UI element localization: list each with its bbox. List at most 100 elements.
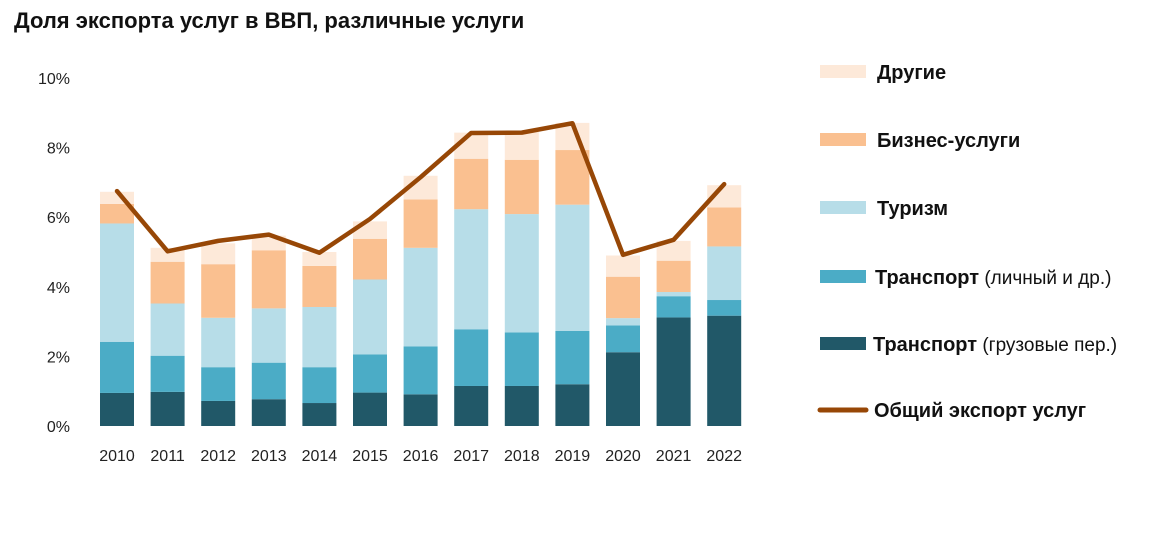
bar-segment-1-2017 [454,329,489,386]
legend-label: Транспорт (личный и др.) [875,267,1111,289]
y-tick-label: 4% [47,280,70,297]
bar-segment-0-2016 [403,394,438,426]
y-tick-label: 10% [38,71,70,88]
bar-segment-3-2015 [353,238,387,280]
bar-segment-1-2013 [251,362,286,400]
bar-segment-4-2012 [201,243,236,265]
bar-segment-2-2017 [454,209,489,330]
bar-segment-2-2022 [707,246,742,301]
legend-label-name: Транспорт [873,334,977,356]
bar-segment-1-2022 [707,300,742,316]
legend-swatch [820,133,866,146]
legend-label: Другие [877,62,946,84]
bar-segment-1-2019 [555,330,590,385]
legend-swatch [820,270,866,283]
bar-segment-0-2015 [353,392,387,426]
bar-segment-3-2012 [201,264,236,318]
bar-segment-1-2020 [606,325,640,353]
x-tick-label: 2019 [555,448,591,465]
x-tick-label: 2017 [453,448,489,465]
bar-segment-2-2018 [504,214,539,333]
total-line-layer [114,120,727,258]
y-tick-label: 8% [47,141,70,158]
bar-segment-3-2011 [150,261,185,304]
bar-segment-4-2020 [606,255,640,277]
bar-segment-3-2020 [606,276,640,319]
x-tick-label: 2012 [200,448,236,465]
bar-segment-2-2012 [201,317,236,368]
bar-segment-4-2021 [656,240,691,261]
bar-segment-2-2014 [302,306,337,368]
bar-segment-1-2011 [150,355,185,392]
bar-segment-0-2012 [201,400,236,426]
x-tick-label: 2013 [251,448,287,465]
bar-segment-0-2014 [302,403,337,426]
bar-segment-3-2022 [707,207,742,247]
bar-segment-2-2016 [403,247,438,347]
bar-segment-0-2010 [100,392,134,426]
x-axis: 2010 2011 2012 2013 2014 2015 2016 2017 2018 2019… [99,448,742,465]
bar-segment-2-2020 [606,318,640,326]
legend-label: Транспорт (грузовые пер.) [873,334,1117,356]
bar-segment-3-2010 [100,203,134,224]
bar-segment-0-2022 [707,315,742,426]
bar-segment-3-2017 [454,158,489,210]
legend-label-name: Другие [877,62,946,84]
legend-label: Туризм [877,198,948,220]
bar-segment-3-2018 [504,159,539,215]
legend-label-total: Общий экспорт услуг [874,400,1086,422]
bar-segment-2-2015 [353,279,387,355]
chart-title: Доля экспорта услуг в ВВП, различные усл… [14,8,525,33]
bar-segment-4-2014 [302,252,337,266]
y-tick-label: 2% [47,349,70,366]
bar-segment-3-2021 [656,260,691,293]
bar-segment-2-2010 [100,223,134,342]
legend-swatch [820,201,866,214]
bar-segment-2-2013 [251,308,286,363]
bars [100,122,742,426]
bar-segment-0-2011 [150,391,185,426]
bar-segment-2-2021 [656,292,691,297]
legend-swatch [820,337,866,350]
y-tick-label: 6% [47,210,70,227]
bar-segment-2-2019 [555,204,590,331]
legend-label-suffix: (грузовые пер.) [977,335,1117,356]
bar-segment-0-2017 [454,385,489,426]
bar-segment-3-2019 [555,150,590,205]
legend: Другие Бизнес-услуги Туризм Транспорт (личн… [817,62,1117,422]
x-tick-label: 2016 [403,448,439,465]
x-tick-label: 2015 [352,448,388,465]
x-tick-label: 2022 [706,448,742,465]
bar-segment-0-2021 [656,317,691,426]
bar-segment-0-2019 [555,384,590,426]
bar-segment-3-2014 [302,265,337,307]
bar-segment-4-2018 [504,131,539,160]
legend-swatch [820,65,866,78]
y-axis: 0% 2% 4% 6% 8% 10% [38,71,70,436]
bar-segment-0-2018 [504,385,539,426]
legend-label-name: Туризм [877,198,948,220]
bar-segment-1-2018 [504,332,539,386]
bar-segment-0-2013 [251,399,286,426]
bar-segment-0-2020 [606,352,640,426]
bar-segment-1-2010 [100,341,134,393]
x-tick-label: 2011 [150,448,185,465]
x-tick-label: 2014 [302,448,338,465]
x-tick-label: 2021 [656,448,692,465]
bar-segment-1-2014 [302,367,337,404]
legend-label-name: Бизнес-услуги [877,130,1020,152]
bar-segment-3-2013 [251,250,286,309]
y-tick-label: 0% [47,419,70,436]
bar-segment-1-2016 [403,346,438,395]
bar-segment-1-2012 [201,367,236,401]
bar-segment-1-2015 [353,354,387,393]
legend-label: Бизнес-услуги [877,130,1020,152]
x-tick-label: 2018 [504,448,540,465]
x-tick-label: 2010 [99,448,135,465]
bar-segment-4-2015 [353,221,387,239]
bar-segment-2-2011 [150,303,185,356]
bar-segment-1-2021 [656,296,691,318]
bar-segment-3-2016 [403,199,438,248]
legend-label-suffix: (личный и др.) [979,268,1111,289]
